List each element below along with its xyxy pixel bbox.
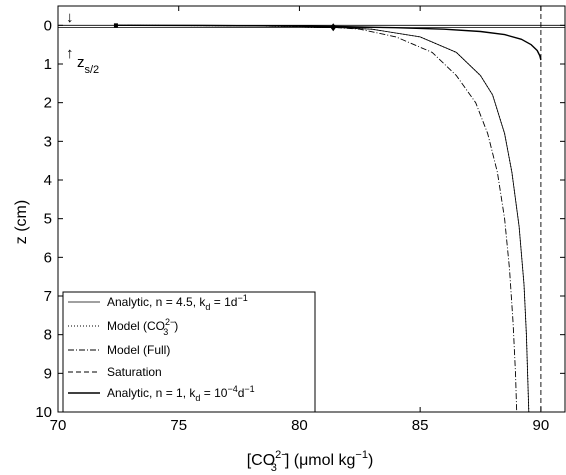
- series-line-5: [115, 24, 542, 61]
- legend: Analytic, n = 4.5, kd = 1d−1 Model (CO2−…: [62, 291, 316, 413]
- legend-label-1: Analytic, n = 4.5, kd = 1d−1: [107, 293, 248, 312]
- bottom-arrow: ↑: [66, 45, 74, 62]
- axis-ticks: 70 75 80 85 90 0 1 2 3 4 5 6 7 8 9 10: [35, 6, 565, 434]
- marker-diamond-2: [330, 23, 337, 32]
- y-tick-label-4: 4: [44, 172, 52, 189]
- legend-label-2: Model (CO2− 3): [107, 317, 178, 337]
- marker-layer: [113, 23, 337, 32]
- y-tick-label-6: 6: [44, 249, 52, 266]
- zs-label: zs/2: [77, 54, 99, 76]
- y-tick-label-10: 10: [35, 404, 52, 421]
- y-tick-label-3: 3: [44, 133, 52, 150]
- legend-entry-3: Model (Full): [68, 343, 170, 357]
- y-tick-label-9: 9: [44, 365, 52, 382]
- x-tick-label-90: 90: [533, 417, 550, 434]
- y-tick-label-1: 1: [44, 56, 52, 73]
- legend-label-3: Model (Full): [107, 343, 170, 357]
- x-tick-label-70: 70: [50, 417, 67, 434]
- y-tick-label-7: 7: [44, 288, 52, 305]
- x-tick-label-75: 75: [170, 417, 187, 434]
- x-tick-label-80: 80: [291, 417, 308, 434]
- legend-label-4: Saturation: [107, 365, 162, 379]
- y-tick-label-2: 2: [44, 95, 52, 112]
- legend-entry-5: Analytic, n = 1, kd = 10−4d−1: [68, 384, 255, 403]
- y-axis-label: z (cm): [13, 200, 30, 244]
- legend-box: [62, 291, 316, 413]
- x-tick-label-85: 85: [412, 417, 429, 434]
- y-tick-label-8: 8: [44, 327, 52, 344]
- top-arrow: ↓: [66, 9, 74, 26]
- x-axis-label: [CO2− 3] (μmol kg−1): [247, 449, 374, 474]
- y-tick-label-0: 0: [44, 17, 52, 34]
- legend-entry-1: Analytic, n = 4.5, kd = 1d−1: [68, 293, 248, 312]
- legend-entry-4: Saturation: [68, 365, 162, 379]
- legend-label-5: Analytic, n = 1, kd = 10−4d−1: [107, 384, 255, 403]
- legend-entry-2: Model (CO2− 3): [68, 317, 178, 337]
- y-tick-label-5: 5: [44, 211, 52, 228]
- marker-square-1: [113, 23, 118, 28]
- series-layer: [115, 6, 542, 413]
